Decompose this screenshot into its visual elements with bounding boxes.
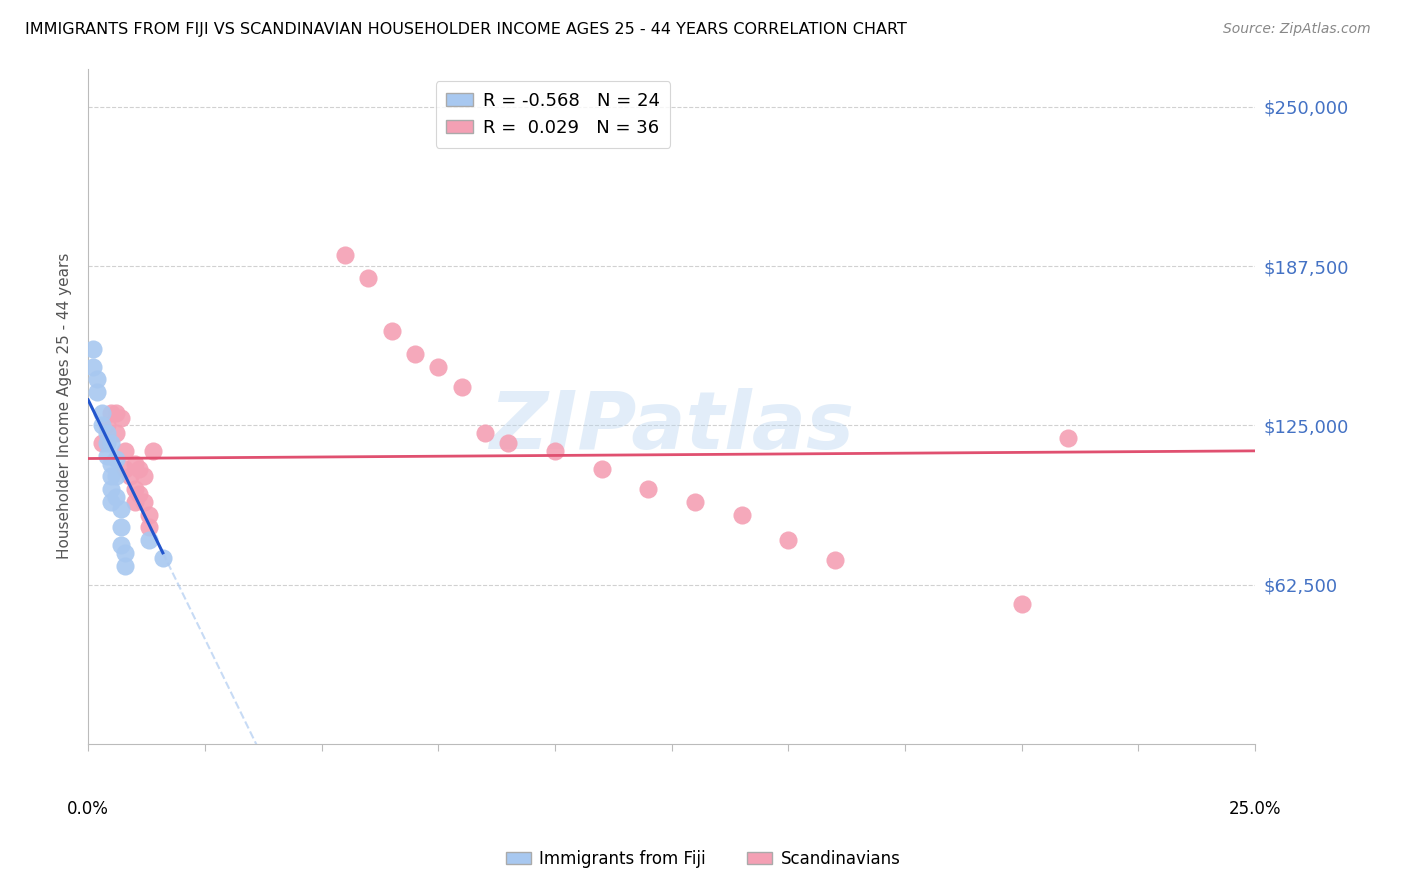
Point <box>120 469 142 483</box>
Point <box>474 425 496 440</box>
Point <box>124 495 146 509</box>
Point <box>124 482 146 496</box>
Point <box>100 436 122 450</box>
Point <box>124 457 146 471</box>
Point <box>110 410 132 425</box>
Point <box>138 520 160 534</box>
Point <box>82 359 104 374</box>
Point <box>380 324 402 338</box>
Point <box>110 538 132 552</box>
Point <box>138 508 160 522</box>
Y-axis label: Householder Income Ages 25 - 44 years: Householder Income Ages 25 - 44 years <box>58 253 72 559</box>
Point <box>134 495 156 509</box>
Point <box>105 425 128 440</box>
Point <box>730 508 752 522</box>
Legend: Immigrants from Fiji, Scandinavians: Immigrants from Fiji, Scandinavians <box>499 844 907 875</box>
Point <box>96 436 118 450</box>
Text: Source: ZipAtlas.com: Source: ZipAtlas.com <box>1223 22 1371 37</box>
Legend: R = -0.568   N = 24, R =  0.029   N = 36: R = -0.568 N = 24, R = 0.029 N = 36 <box>436 81 671 147</box>
Point <box>333 247 356 261</box>
Point <box>114 546 136 560</box>
Point <box>96 425 118 440</box>
Point <box>357 270 380 285</box>
Point <box>100 482 122 496</box>
Point <box>114 443 136 458</box>
Point <box>114 558 136 573</box>
Point <box>110 502 132 516</box>
Point <box>96 449 118 463</box>
Point <box>100 406 122 420</box>
Point <box>100 469 122 483</box>
Point <box>91 418 114 433</box>
Point <box>128 487 150 501</box>
Point <box>683 495 706 509</box>
Text: 0.0%: 0.0% <box>67 800 110 818</box>
Point <box>105 406 128 420</box>
Point <box>100 457 122 471</box>
Point <box>128 461 150 475</box>
Text: ZIPatlas: ZIPatlas <box>489 387 853 466</box>
Text: 25.0%: 25.0% <box>1229 800 1281 818</box>
Point <box>152 550 174 565</box>
Point <box>544 443 567 458</box>
Point <box>591 461 613 475</box>
Point <box>637 482 659 496</box>
Point <box>86 372 108 386</box>
Point <box>105 469 128 483</box>
Point <box>91 436 114 450</box>
Point <box>105 490 128 504</box>
Point <box>824 553 846 567</box>
Point <box>82 342 104 356</box>
Point <box>110 520 132 534</box>
Point <box>105 451 128 466</box>
Point <box>1057 431 1080 445</box>
Text: IMMIGRANTS FROM FIJI VS SCANDINAVIAN HOUSEHOLDER INCOME AGES 25 - 44 YEARS CORRE: IMMIGRANTS FROM FIJI VS SCANDINAVIAN HOU… <box>25 22 907 37</box>
Point <box>778 533 800 547</box>
Point <box>100 495 122 509</box>
Point <box>142 443 165 458</box>
Point <box>404 347 426 361</box>
Point <box>427 359 450 374</box>
Point <box>86 385 108 400</box>
Point <box>96 418 118 433</box>
Point <box>1011 597 1033 611</box>
Point <box>134 469 156 483</box>
Point <box>138 533 160 547</box>
Point <box>496 436 519 450</box>
Point <box>450 380 472 394</box>
Point <box>91 406 114 420</box>
Point <box>114 461 136 475</box>
